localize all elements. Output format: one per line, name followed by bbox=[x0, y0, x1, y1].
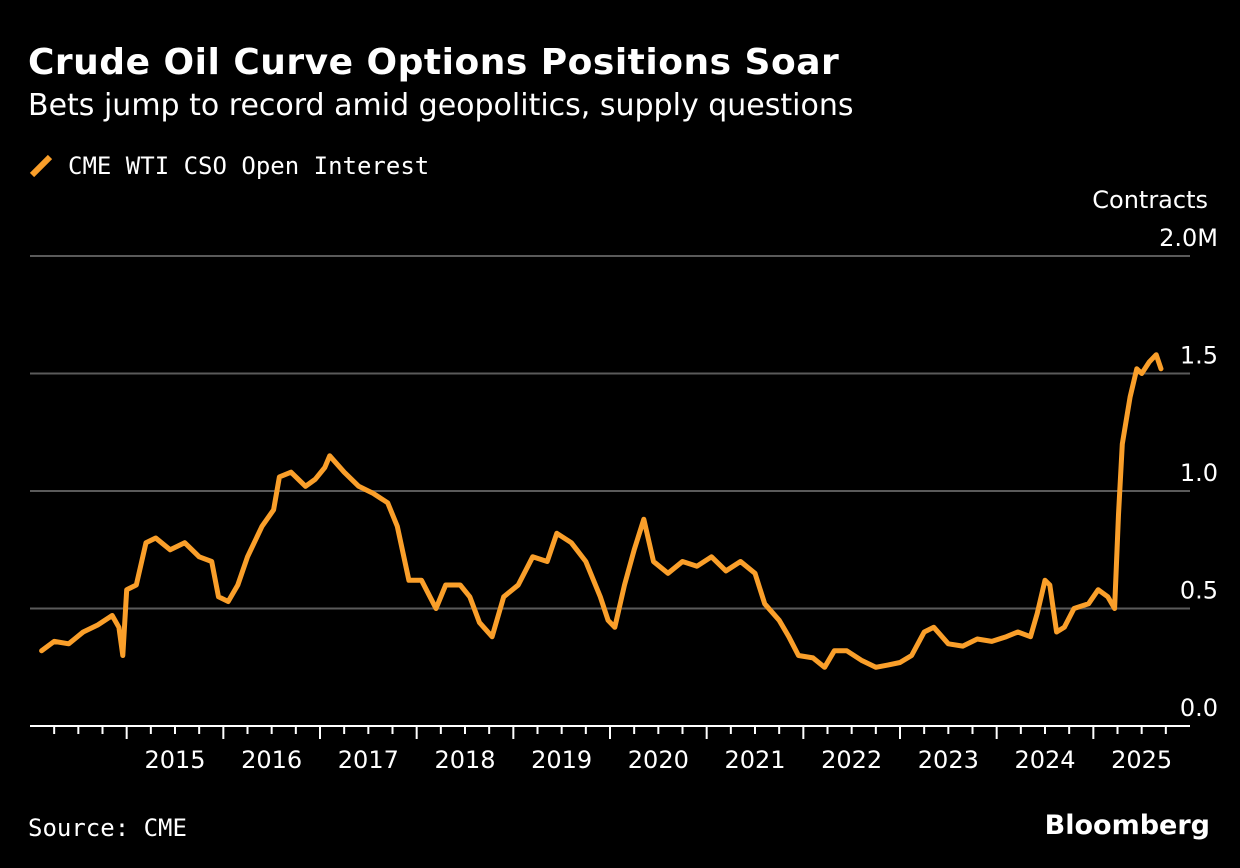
x-tick-label: 2023 bbox=[918, 746, 979, 774]
x-tick-label: 2019 bbox=[531, 746, 592, 774]
y-axis-units-label: Contracts bbox=[1092, 186, 1208, 214]
x-tick-label: 2020 bbox=[628, 746, 689, 774]
y-tick-label: 2.0M bbox=[1159, 224, 1218, 252]
x-tick-label: 2018 bbox=[434, 746, 495, 774]
legend-label: CME WTI CSO Open Interest bbox=[68, 152, 430, 180]
x-tick-label: 2017 bbox=[338, 746, 399, 774]
y-tick-label: 0.5 bbox=[1180, 577, 1218, 605]
chart-title: Crude Oil Curve Options Positions Soar bbox=[28, 42, 840, 83]
legend: CME WTI CSO Open Interest bbox=[28, 150, 429, 182]
x-tick-label: 2021 bbox=[724, 746, 785, 774]
x-tick-label: 2015 bbox=[144, 746, 205, 774]
x-tick-label: 2024 bbox=[1014, 746, 1075, 774]
series-line-open-interest bbox=[39, 352, 1164, 670]
y-tick-label: 0.0 bbox=[1180, 694, 1218, 722]
y-tick-label: 1.5 bbox=[1180, 342, 1218, 370]
bloomberg-logo: Bloomberg bbox=[1044, 810, 1210, 841]
legend-swatch-icon bbox=[29, 154, 53, 178]
x-tick-label: 2025 bbox=[1111, 746, 1172, 774]
x-tick-label: 2016 bbox=[241, 746, 302, 774]
y-tick-label: 1.0 bbox=[1180, 459, 1218, 487]
x-tick-label: 2022 bbox=[821, 746, 882, 774]
chart-subtitle: Bets jump to record amid geopolitics, su… bbox=[28, 88, 854, 123]
source-note: Source: CME bbox=[28, 814, 187, 842]
